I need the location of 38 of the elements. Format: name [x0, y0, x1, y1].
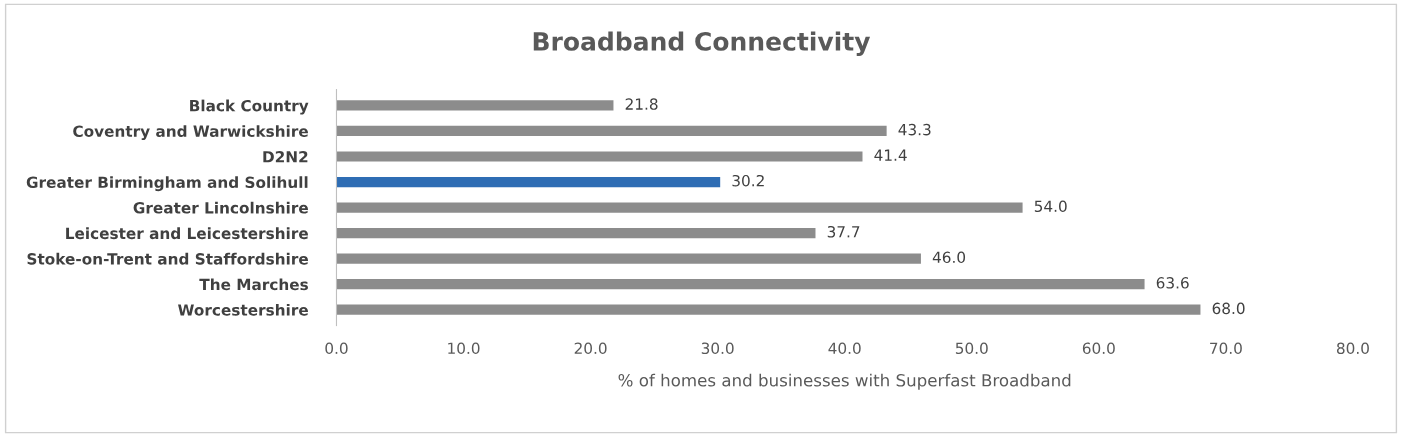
bar [336, 176, 721, 188]
y-tick-label: Leicester and Leicestershire [66, 227, 308, 240]
bar [336, 228, 816, 239]
x-tick-label: 20.0 [574, 342, 607, 355]
y-tick-label: Stoke-on-Trent and Staffordshire [27, 252, 308, 265]
bar [336, 100, 614, 111]
bar [336, 202, 1023, 213]
bar [336, 253, 921, 264]
data-label: 37.7 [827, 225, 860, 238]
x-tick-label: 70.0 [1210, 342, 1242, 355]
bar [336, 151, 863, 162]
y-tick-label: The Marches [199, 278, 308, 291]
x-tick-label: 80.0 [1336, 342, 1369, 355]
data-label: 43.3 [898, 123, 931, 136]
x-tick-label: 40.0 [828, 342, 861, 355]
x-tick-label: 50.0 [955, 342, 988, 355]
y-tick-label: Greater Birmingham and Solihull [26, 176, 308, 192]
data-label: 21.8 [625, 98, 658, 110]
x-tick-label: 30.0 [701, 342, 734, 355]
data-label: 68.0 [1212, 302, 1245, 315]
y-tick-label: Coventry and Warwickshire [73, 125, 308, 141]
x-tick-label: 10.0 [448, 342, 480, 355]
chart-title: Broadband Connectivity [533, 31, 871, 56]
y-tick-label: D2N2 [263, 150, 308, 163]
data-label: 54.0 [1034, 200, 1067, 213]
bar [336, 304, 1201, 315]
x-tick-label: 60.0 [1082, 342, 1115, 355]
bar [336, 125, 887, 137]
y-tick-label: Black Country [190, 99, 309, 115]
x-axis-title: % of homes and businesses with Superfast Broadband [618, 373, 1071, 390]
data-label: 63.6 [1156, 277, 1189, 289]
y-tick-label: Worcestershire [178, 303, 308, 316]
data-label: 30.2 [732, 174, 764, 187]
bar [336, 279, 1145, 290]
data-label: 46.0 [932, 251, 966, 264]
data-label: 41.4 [874, 149, 907, 161]
x-tick-label: 0.0 [325, 342, 348, 355]
y-tick-label: Greater Lincolnshire [133, 201, 308, 214]
